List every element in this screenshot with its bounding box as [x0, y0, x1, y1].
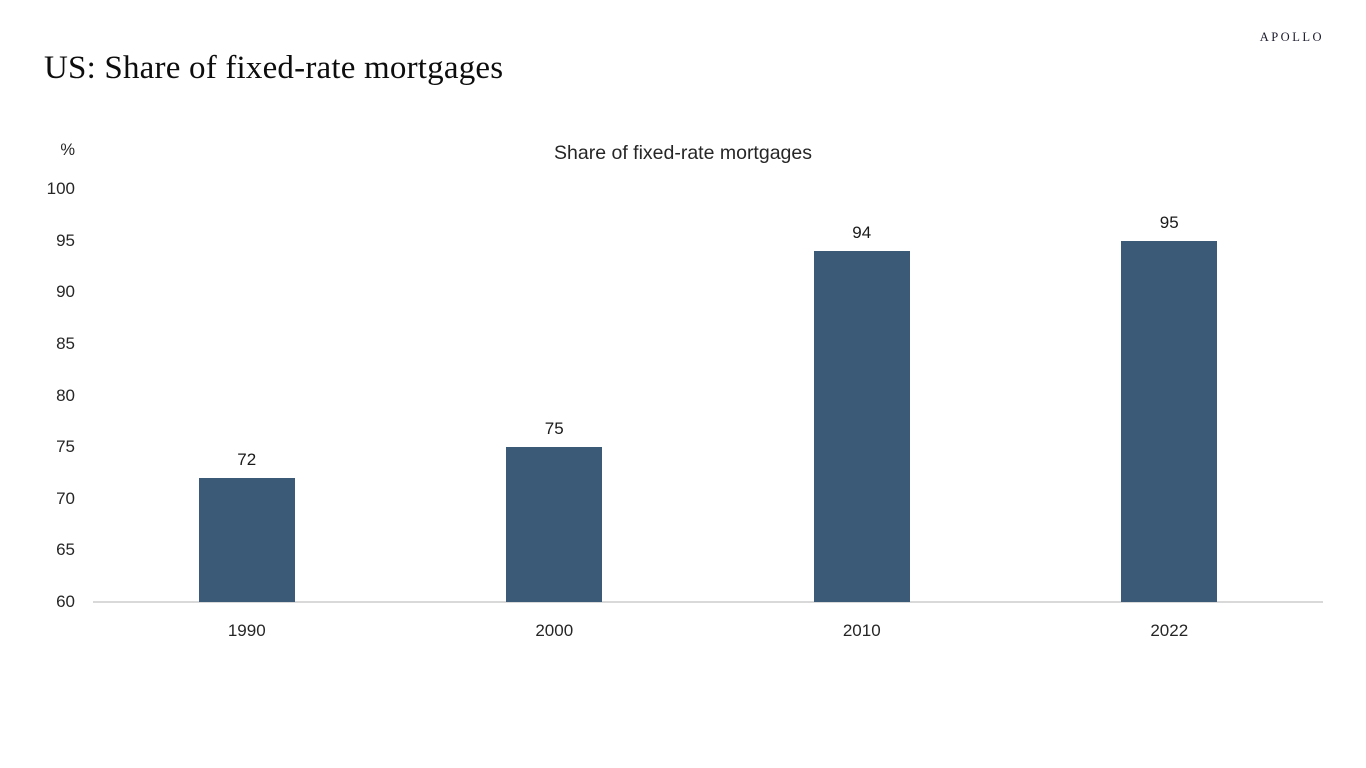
y-tick-label: 75 — [56, 437, 75, 457]
bar-value-label: 95 — [1159, 212, 1179, 232]
y-tick-label: 80 — [56, 385, 75, 405]
x-tick-label: 2022 — [1150, 621, 1189, 640]
y-tick-label: 100 — [46, 179, 75, 198]
bar-value-label: 75 — [544, 419, 564, 439]
x-tick-label: 2000 — [535, 621, 574, 640]
page-title: US: Share of fixed-rate mortgages — [44, 50, 504, 86]
bar-value-label: 94 — [852, 222, 872, 242]
x-tick-label: 1990 — [227, 621, 266, 640]
chart-title: Share of fixed-rate mortgages — [554, 142, 812, 164]
x-axis-line — [93, 601, 1323, 603]
bar — [813, 250, 910, 602]
y-tick-label: 90 — [56, 282, 75, 302]
y-tick-label: 60 — [56, 592, 75, 611]
y-tick-label: 95 — [56, 230, 75, 250]
y-axis-unit-label: % — [60, 141, 75, 159]
bar — [1121, 240, 1218, 602]
y-tick-label: 65 — [56, 540, 75, 560]
bar — [506, 447, 603, 602]
bar — [198, 478, 295, 602]
y-tick-label: 70 — [56, 488, 75, 508]
apollo-logo: APOLLO — [1259, 30, 1324, 44]
bar-value-label: 72 — [237, 450, 257, 470]
x-tick-label: 2010 — [842, 621, 881, 640]
y-tick-label: 85 — [56, 333, 75, 353]
plot-area: 72 75 94 95 — [93, 189, 1323, 603]
y-axis: 100 95 90 85 80 75 70 65 60 — [0, 0, 75, 768]
